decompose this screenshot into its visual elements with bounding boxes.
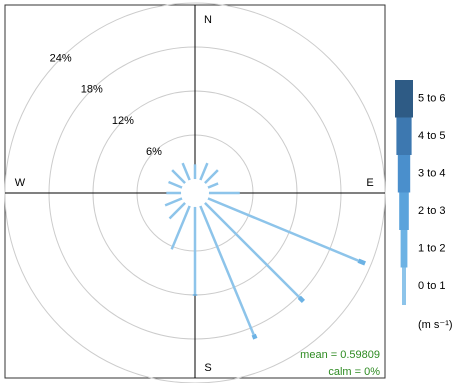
spoke-segment [251, 333, 258, 340]
legend-label: 3 to 4 [418, 168, 446, 180]
spoke-segment [164, 197, 183, 207]
spoke-segment [181, 162, 191, 181]
spoke-segment [297, 295, 306, 304]
r-tick-label: 12% [112, 115, 134, 127]
spoke-segment [357, 258, 366, 266]
spoke-segment [171, 169, 186, 184]
spoke-segment [168, 202, 186, 220]
legend-swatch [400, 230, 408, 268]
spoke-segment [199, 162, 209, 181]
legend-swatch [396, 117, 412, 155]
legend-label: 5 to 6 [418, 93, 446, 105]
legend-title: (m s⁻¹) [418, 319, 453, 331]
center-hole [181, 179, 209, 207]
compass-label: S [204, 362, 211, 374]
spoke-segment [204, 169, 219, 184]
legend-swatch [402, 267, 406, 305]
legend-swatch [399, 192, 409, 230]
legend-swatch [397, 155, 411, 193]
legend-swatch [395, 80, 413, 118]
r-tick-label: 24% [50, 53, 72, 65]
spoke-segment [199, 205, 255, 336]
compass-label: E [366, 177, 373, 189]
annotation: calm = 0% [328, 366, 380, 378]
legend-label: 1 to 2 [418, 243, 446, 255]
spoke-segment [170, 205, 191, 250]
r-tick-label: 6% [146, 146, 162, 158]
annotation: mean = 0.59809 [300, 349, 380, 361]
legend-label: 2 to 3 [418, 205, 446, 217]
r-tick-label: 18% [81, 84, 103, 96]
compass-label: W [15, 177, 26, 189]
spoke-segment [207, 197, 359, 262]
legend-label: 0 to 1 [418, 280, 446, 292]
compass-label: N [204, 14, 212, 26]
legend-label: 4 to 5 [418, 130, 446, 142]
spoke-segment [168, 180, 183, 189]
spoke-segment [207, 182, 219, 189]
spoke-segment [204, 202, 301, 299]
